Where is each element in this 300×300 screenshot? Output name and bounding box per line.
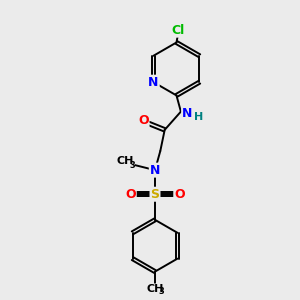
- Text: CH: CH: [146, 284, 164, 294]
- Text: N: N: [148, 76, 159, 89]
- Text: S: S: [151, 188, 160, 201]
- Text: 3: 3: [130, 161, 135, 170]
- Text: Cl: Cl: [171, 24, 184, 37]
- Text: O: O: [138, 114, 148, 127]
- Text: N: N: [150, 164, 160, 177]
- Text: CH: CH: [117, 156, 134, 166]
- Text: O: O: [174, 188, 185, 201]
- Text: O: O: [125, 188, 136, 201]
- Text: H: H: [194, 112, 204, 122]
- Text: 3: 3: [158, 287, 164, 296]
- Text: N: N: [182, 106, 193, 120]
